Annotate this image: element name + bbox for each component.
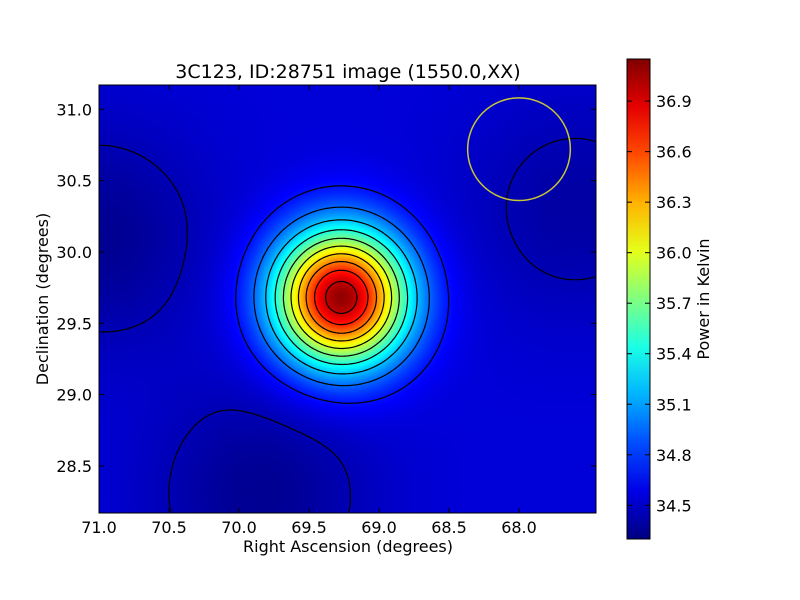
colorbar-tick-label: 35.4 <box>656 345 692 364</box>
x-tick-label: 70.0 <box>221 518 257 537</box>
colorbar-tick-label: 35.1 <box>656 395 692 414</box>
y-tick-label: 30.0 <box>56 243 92 262</box>
colorbar-ticks: 34.5 34.8 35.1 35.4 35.7 36.0 36.3 36.6 36.9 <box>627 92 692 515</box>
contour-line <box>265 219 418 375</box>
x-tick-label: 69.0 <box>361 518 397 537</box>
colorbar-tick-label: 36.9 <box>656 92 692 111</box>
y-tick-label: 29.0 <box>56 386 92 405</box>
y-axis-label: Declination (degrees) <box>33 213 52 385</box>
contour-line <box>297 253 385 342</box>
contour-line <box>325 280 358 314</box>
y-tick-label: 28.5 <box>56 457 92 476</box>
beam-circle <box>466 97 572 202</box>
y-tick-label: 30.5 <box>56 172 92 191</box>
x-tick-label: 70.5 <box>151 518 187 537</box>
plot-area: 71.0 70.5 70.0 69.5 69.0 68.5 68.0 28.5 29.0 29.… <box>56 84 597 537</box>
contour-line <box>99 137 596 513</box>
colorbar: 34.5 34.8 35.1 35.4 35.7 36.0 36.3 36.6 36.9 Pow… <box>626 58 713 540</box>
colorbar-tick-label: 35.7 <box>656 294 692 313</box>
chart-title: 3C123, ID:28751 image (1550.0,XX) <box>175 61 520 83</box>
y-tick-label: 31.0 <box>56 100 92 119</box>
plot-frame <box>98 84 597 514</box>
contour-line <box>282 237 400 357</box>
colorbar-tick-label: 36.0 <box>656 244 692 263</box>
x-axis-label: Right Ascension (degrees) <box>243 537 453 556</box>
y-tick-label: 29.5 <box>56 314 92 333</box>
x-tick-label: 68.0 <box>501 518 537 537</box>
x-tick-label: 68.5 <box>431 518 467 537</box>
colorbar-tick-label: 36.3 <box>656 193 692 212</box>
colorbar-tick-label: 34.8 <box>656 446 692 465</box>
y-axis-ticks: 28.5 29.0 29.5 30.0 30.5 31.0 <box>56 100 596 476</box>
contour-line <box>235 185 450 404</box>
contour-line <box>314 269 369 326</box>
contour-lines <box>99 137 596 513</box>
contour-line <box>253 206 430 387</box>
colorbar-gradient <box>626 58 651 540</box>
heatmap-image <box>99 85 596 513</box>
contour-line <box>274 229 409 366</box>
contour-line <box>290 245 393 350</box>
contour-line <box>305 261 378 334</box>
colorbar-label: Power in Kelvin <box>694 238 713 359</box>
x-axis-ticks: 71.0 70.5 70.0 69.5 69.0 68.5 68.0 <box>81 85 537 537</box>
colorbar-tick-label: 34.5 <box>656 496 692 515</box>
colorbar-tick-label: 36.6 <box>656 143 692 162</box>
x-tick-label: 69.5 <box>291 518 327 537</box>
x-tick-label: 71.0 <box>81 518 117 537</box>
